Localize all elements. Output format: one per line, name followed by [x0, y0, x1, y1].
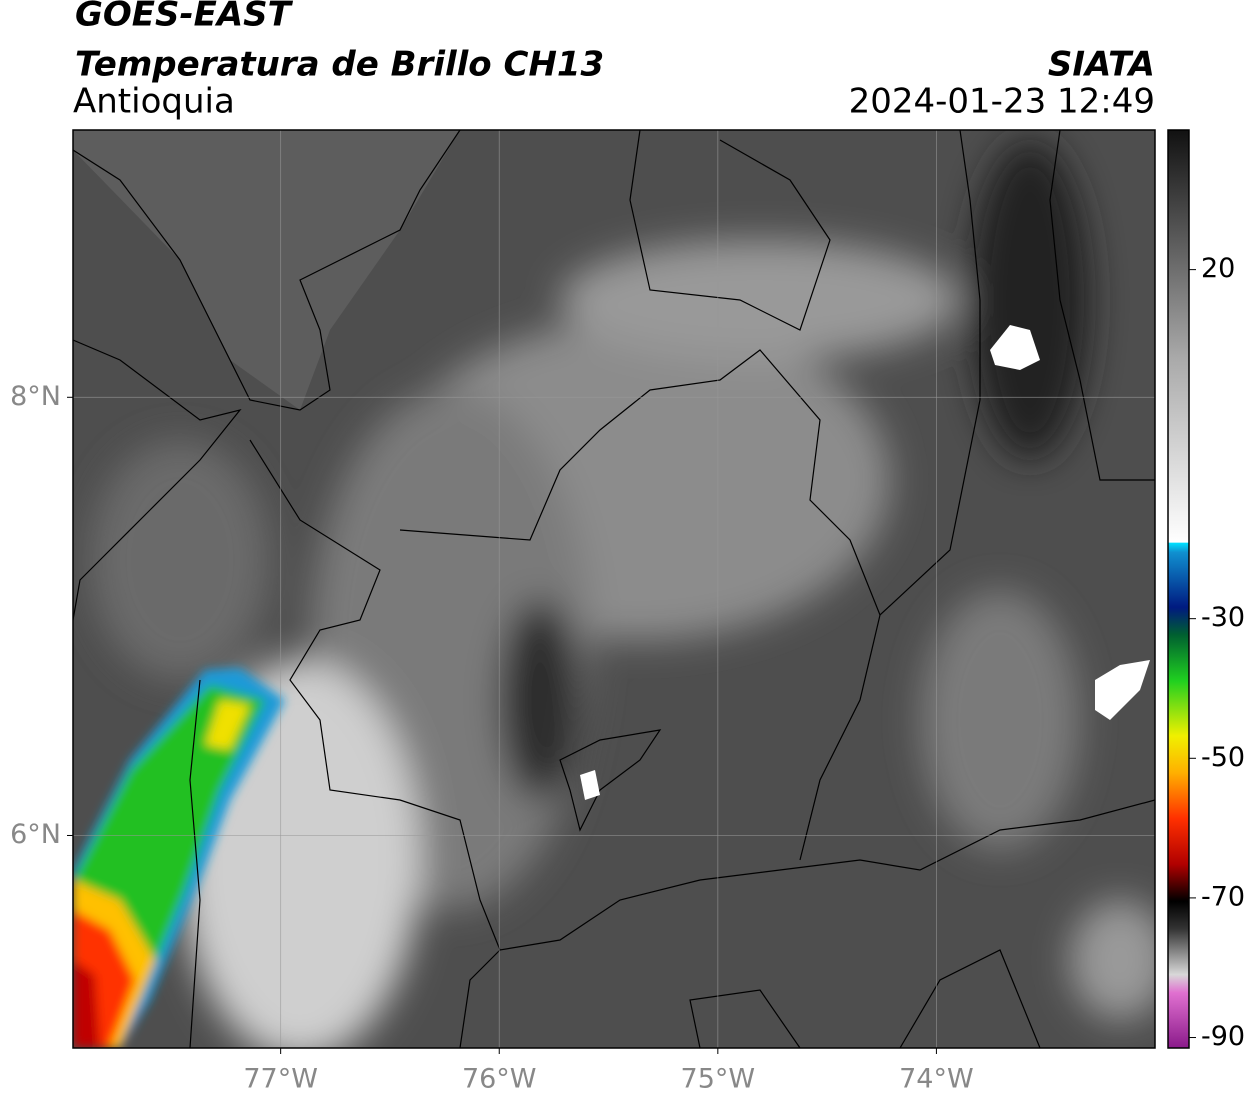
colorbar-tick-label: 20	[1201, 253, 1235, 284]
colorbar	[1167, 129, 1190, 1049]
region: Antioquia	[73, 82, 235, 122]
colorbar-tick-label: -90	[1201, 1021, 1245, 1052]
x-tick-label: 76°W	[462, 1064, 537, 1095]
y-tick-label: 6°N	[10, 819, 61, 850]
title: GOES-EAST	[75, 0, 294, 35]
colorbar-tick-label: -70	[1201, 881, 1245, 912]
map-frame	[72, 129, 1156, 1049]
x-tick-label: 74°W	[899, 1064, 974, 1095]
subtitle: Temperatura de Brillo CH13	[75, 45, 604, 85]
colorbar-tick-label: -50	[1201, 742, 1245, 773]
agency: SIATA	[1048, 45, 1155, 85]
x-tick-label: 77°W	[243, 1064, 318, 1095]
y-tick-label: 8°N	[10, 381, 61, 412]
colorbar-tick-label: -30	[1201, 602, 1245, 633]
satellite-image	[73, 130, 1155, 1048]
datetime: 2024-01-23 12:49	[849, 82, 1155, 122]
x-tick-label: 75°W	[681, 1064, 756, 1095]
